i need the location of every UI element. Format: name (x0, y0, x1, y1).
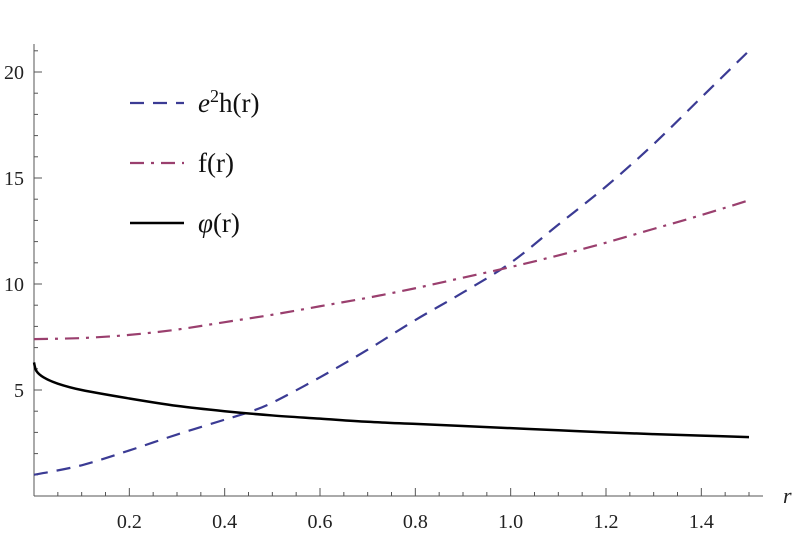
series-line-0 (33, 50, 750, 476)
x-axis-title: r (783, 483, 792, 508)
axes: 0.2 0.4 0.6 0.8 1.0 1.2 1.4 5 10 15 20 (4, 44, 763, 533)
series-line-2 (32, 362, 750, 439)
y-tick-label: 10 (4, 274, 24, 296)
x-tick-label: 1.0 (498, 511, 523, 533)
plot-series (32, 50, 750, 476)
x-tick-label: 0.4 (212, 511, 237, 533)
x-tick-label: 0.6 (308, 511, 333, 533)
x-tick-label: 0.2 (117, 511, 142, 533)
series-line-1 (33, 199, 750, 341)
y-tick-label: 5 (14, 380, 24, 402)
x-tick-label: 1.2 (594, 511, 619, 533)
y-tick-label: 20 (4, 62, 24, 84)
legend: e2h(r) f(r) φ(r) (130, 86, 259, 238)
x-tick-label: 0.8 (403, 511, 428, 533)
y-tick-label: 15 (4, 168, 24, 190)
legend-label-0: e2h(r) (198, 86, 259, 118)
x-tick-label: 1.4 (689, 511, 714, 533)
legend-label-1: f(r) (198, 148, 234, 178)
legend-label-2: φ(r) (198, 208, 240, 238)
